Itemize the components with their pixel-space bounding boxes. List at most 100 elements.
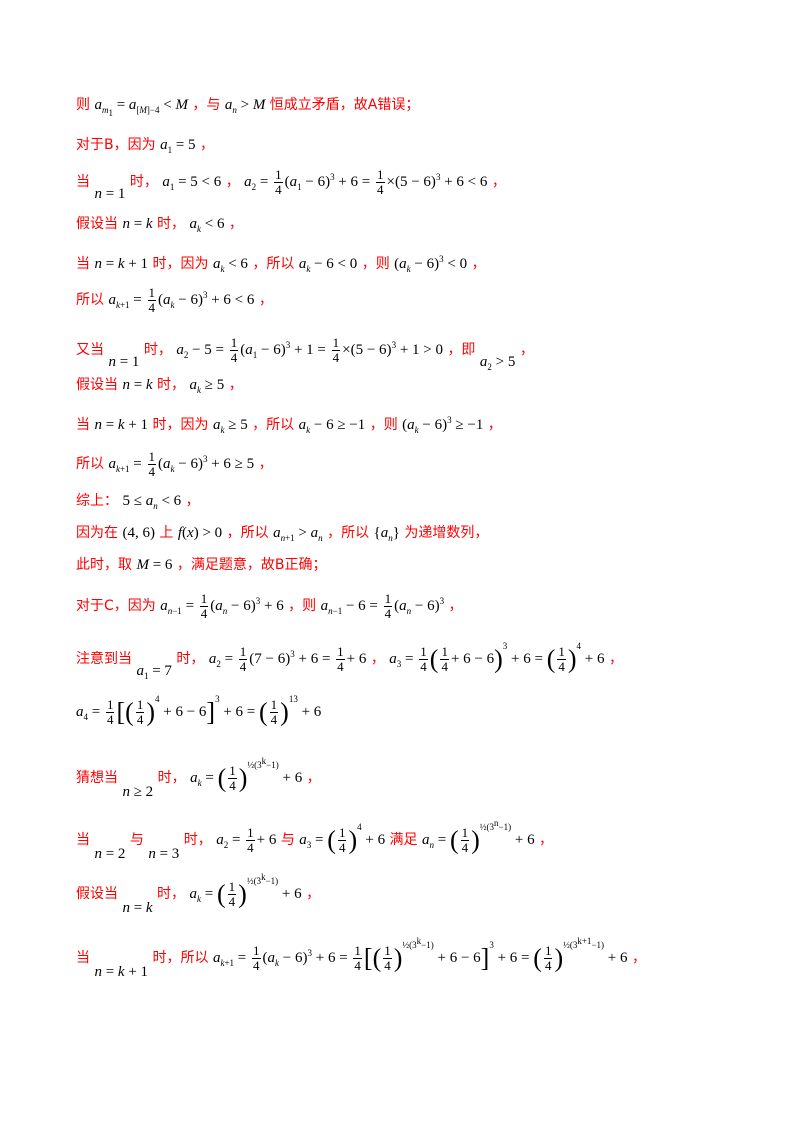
text: 所以 <box>76 456 104 472</box>
text: ， <box>608 651 623 667</box>
text: 所以 <box>76 292 104 308</box>
line-15: 注意到当 a1 = 7 时， a2 = 1 4 (7 − 6)3 + 6 = 1 4 +… <box>76 641 623 681</box>
text: ， <box>487 417 502 433</box>
formula: ak+1 = 1 4 (ak − 6)3 + 6 ≥ 5 <box>108 449 255 480</box>
text: 假设当 <box>76 216 118 232</box>
text: ，所以 <box>327 525 370 541</box>
formula: n = 2 <box>94 845 126 862</box>
text: 注意到当 <box>76 651 132 667</box>
line-18: 当 n = 2 与 n = 3 时， a2 = 1 4 + 6 与 a3 = (1 4… <box>76 818 554 862</box>
formula: ak = (1 4)½(3k−1) + 6 <box>189 871 302 909</box>
formula: M = 6 <box>136 557 173 573</box>
formula: ak < 6 <box>212 256 248 274</box>
text: ， <box>199 137 214 153</box>
formula: f(x) > 0 <box>177 525 223 541</box>
text: ， <box>228 216 243 232</box>
text: ， <box>228 377 243 393</box>
text: 时，所以 <box>152 950 209 966</box>
line-13: 此时，取 M = 6 ，满足题意，故B正确； <box>76 556 326 574</box>
formula: n = k <box>122 377 153 393</box>
text: 恒成立矛盾，故A错误； <box>269 97 420 113</box>
text: 与 <box>129 831 144 848</box>
text: 对于B，因为 <box>76 137 156 153</box>
line-16: a4 = 1 4[(1 4)4 + 6 − 6]3 + 6 = (1 4)13 + 6 <box>76 693 322 727</box>
line-8: 假设当 n = k 时， ak ≥ 5 ， <box>76 376 243 399</box>
formula: am1 = a[M]−4 < M <box>94 97 188 118</box>
formula: {an} <box>373 525 400 543</box>
text: ， <box>258 292 273 308</box>
text: 时， <box>183 831 212 848</box>
text: ， <box>306 769 321 786</box>
formula: an−1 = 1 4 (an − 6)3 + 6 <box>160 591 284 622</box>
formula: 5 ≤ an < 6 <box>122 493 182 511</box>
text: ，所以 <box>252 256 295 272</box>
text: 当 <box>76 950 90 966</box>
formula: ak ≥ 5 <box>189 377 225 395</box>
text: 时， <box>129 174 158 190</box>
text: 对于C，因为 <box>76 598 156 614</box>
formula: n = k + 1 <box>94 256 149 272</box>
text: 此时，取 <box>76 557 132 573</box>
text: 时， <box>157 885 186 902</box>
formula: a2 = 1 4 (a1 − 6)3 + 6 = 1 4 ×(5 − 6)3 + 6 <… <box>244 167 488 198</box>
text: 当 <box>76 256 90 272</box>
line-14: 对于C，因为 an−1 = 1 4 (an − 6)3 + 6 ，则 an−1 − … <box>76 592 463 621</box>
line-9: 当 n = k + 1 时，因为 ak ≥ 5 ，所以 ak − 6 ≥ −1 … <box>76 411 502 439</box>
formula: a2 = 1 4 + 6 <box>216 825 277 855</box>
line-10: 所以 ak+1 = 1 4 (ak − 6)3 + 6 ≥ 5 ， <box>76 450 273 479</box>
text: ， <box>491 174 506 190</box>
text: ， <box>519 342 534 358</box>
formula: a2 − 5 = 1 4 (a1 − 6)3 + 1 = 1 4 ×(5 − 6)3 +… <box>176 335 443 366</box>
text: ， <box>448 598 463 614</box>
formula: n = k <box>122 899 153 916</box>
formula: a1 = 5 <box>160 137 196 155</box>
formula: a3 = 1 4(1 4 + 6 − 6)3 + 6 = (1 4)4 + 6 <box>389 641 605 675</box>
text: 时，因为 <box>152 417 209 433</box>
text: 当 <box>76 831 90 848</box>
line-1: 则 am1 = a[M]−4 < M ，与 an > M 恒成立矛盾，故A错误； <box>76 96 419 122</box>
formula: an > M <box>224 97 266 115</box>
formula: a4 = 1 4[(1 4)4 + 6 − 6]3 + 6 = (1 4)13 + 6 <box>76 693 322 727</box>
text: ，满足题意，故B正确； <box>176 557 327 573</box>
formula: (ak − 6)3 ≥ −1 <box>402 415 484 435</box>
formula: ak − 6 < 0 <box>298 256 358 274</box>
line-6: 所以 ak+1 = 1 4 (ak − 6)3 + 6 < 6 ， <box>76 286 273 315</box>
text: ， <box>225 174 240 190</box>
formula: (ak − 6)3 < 0 <box>394 254 468 274</box>
line-17: 猜想当 n ≥ 2 时， ak = (1 4)½(3k−1) + 6 ， <box>76 755 321 800</box>
text: ， <box>539 831 554 848</box>
text: ，即 <box>447 342 476 358</box>
text: ，则 <box>369 417 398 433</box>
text: 时，因为 <box>152 256 209 272</box>
text: 假设当 <box>76 885 118 902</box>
text: 时， <box>157 377 186 393</box>
formula: ak − 6 ≥ −1 <box>298 417 366 435</box>
formula: ak+1 = 1 4 (ak − 6)3 + 6 = 1 4[(1 4)½(3k−1) … <box>212 936 628 974</box>
text: 综上： <box>76 493 118 509</box>
line-12: 因为在 (4, 6) 上 f(x) > 0 ，所以 an+1 > an ，所以 … <box>76 524 488 547</box>
text: 则 <box>76 97 90 113</box>
text: 当 <box>76 174 90 190</box>
line-19: 假设当 n = k 时， ak = (1 4)½(3k−1) + 6 ， <box>76 871 321 916</box>
formula: n = k <box>122 216 153 232</box>
text: 猜想当 <box>76 769 118 786</box>
line-7: 又当 n = 1 时， a2 − 5 = 1 4 (a1 − 6)3 + 1 = 1… <box>76 335 534 372</box>
text: ，则 <box>361 256 390 272</box>
formula: (4, 6) <box>122 525 155 541</box>
text: ， <box>306 885 321 902</box>
text: ， <box>185 493 200 509</box>
text: ，则 <box>288 598 317 614</box>
text: 当 <box>76 417 90 433</box>
formula: n = k + 1 <box>94 417 149 433</box>
text: 又当 <box>76 342 104 358</box>
formula: ak = (1 4)½(3k−1) + 6 <box>190 755 303 793</box>
text: ，所以 <box>252 417 295 433</box>
formula: an−1 − 6 = 1 4 (an − 6)3 <box>320 591 445 622</box>
text: 与 <box>280 831 295 848</box>
formula: a3 = (1 4)4 + 6 <box>299 821 386 855</box>
formula: ak+1 = 1 4 (ak − 6)3 + 6 < 6 <box>108 285 255 316</box>
formula: n = k + 1 <box>94 964 149 980</box>
formula: an+1 > an <box>273 525 323 543</box>
text: ，与 <box>192 97 221 113</box>
